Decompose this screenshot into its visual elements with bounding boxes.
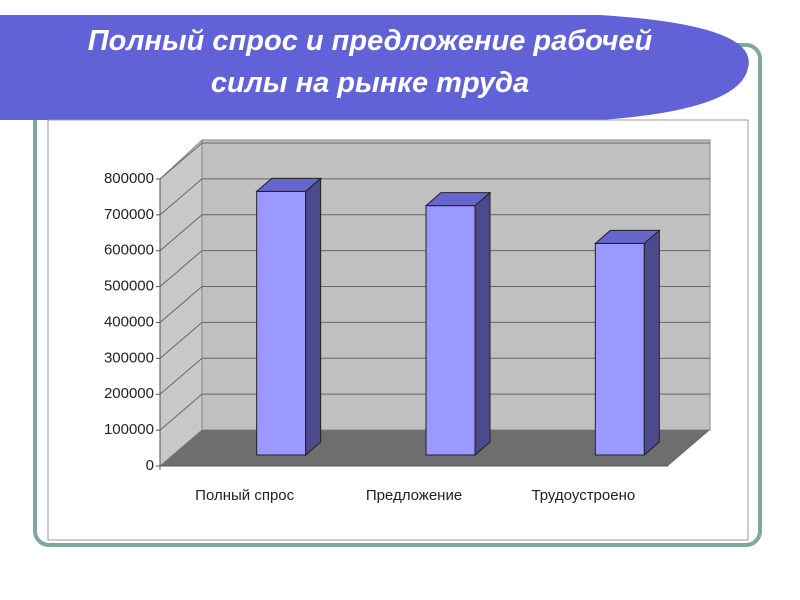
bar-side [305, 177, 322, 457]
side-wall [159, 138, 203, 468]
y-tick-label: 100000 [104, 421, 154, 438]
bar-top [593, 229, 661, 244]
chart-title: Полный спрос и предложение рабочей силы … [87, 25, 653, 99]
bar-front [425, 205, 476, 456]
x-tick-label: Полный спрос [195, 487, 294, 504]
bar [255, 177, 323, 457]
y-tick-label: 800000 [104, 170, 154, 187]
grid-line [159, 357, 203, 395]
grid-line [159, 142, 203, 180]
x-tick-label: Предложение [366, 487, 462, 504]
grid-line [159, 178, 203, 216]
y-tick-label: 200000 [104, 385, 154, 402]
bar [593, 229, 661, 457]
bar-front [594, 242, 645, 456]
y-tick-label: 300000 [104, 349, 154, 366]
y-tick-label: 0 [146, 457, 154, 474]
bar-side [474, 191, 491, 457]
y-tick-label: 400000 [104, 313, 154, 330]
grid-line [159, 393, 203, 431]
title-banner [0, 15, 749, 120]
bar-side [643, 229, 660, 457]
grid-line [159, 250, 203, 288]
grid-line [159, 214, 203, 252]
y-tick-label: 500000 [104, 278, 154, 295]
y-tick-label: 600000 [104, 242, 154, 259]
grid-line [159, 286, 203, 323]
bar-top [255, 177, 323, 192]
x-tick-label: Трудоустроено [531, 487, 635, 504]
bar [424, 191, 492, 457]
bar-top [424, 192, 492, 207]
y-tick-label: 700000 [104, 206, 154, 223]
grid-line [159, 321, 203, 359]
bar-front [256, 190, 307, 456]
